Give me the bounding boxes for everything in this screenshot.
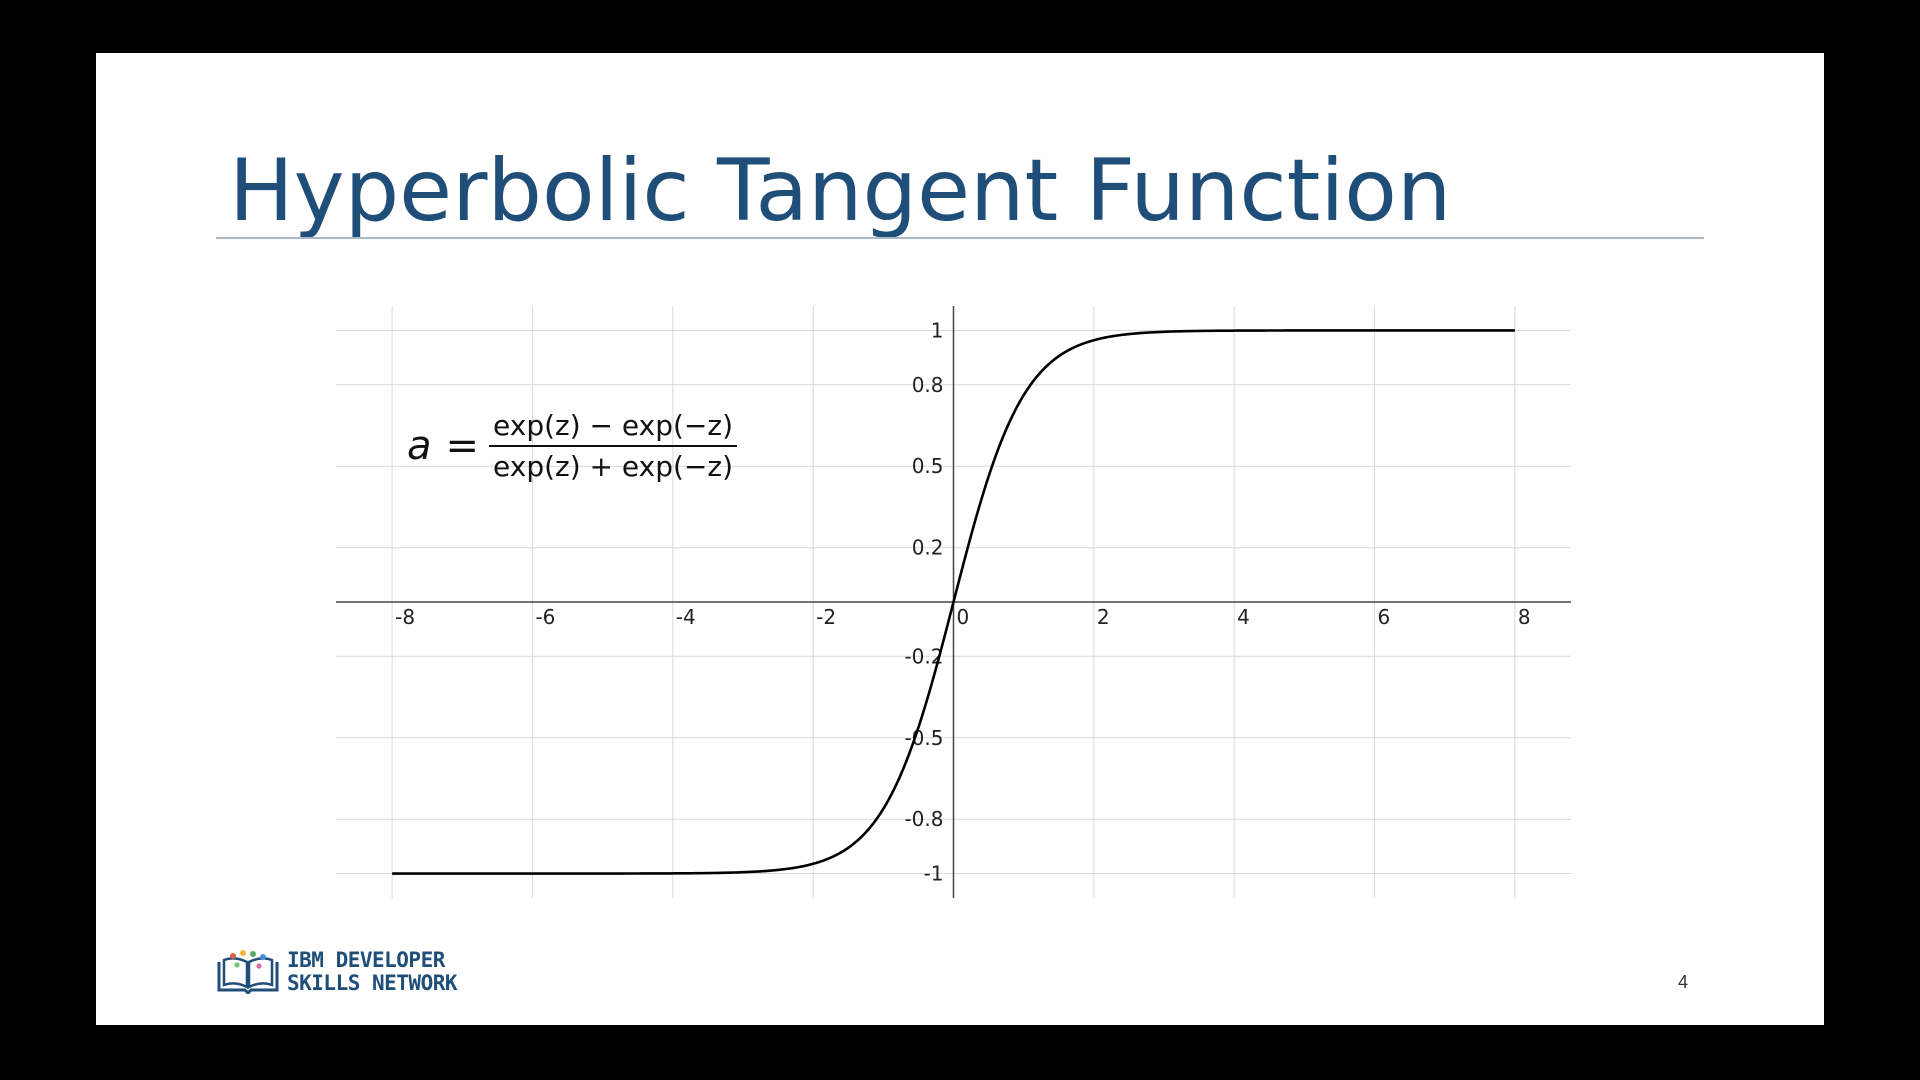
slide: Hyperbolic Tangent Function -8 -6 -4 -2 0 2 4 6…: [96, 53, 1824, 1025]
tick-labels: -8 -6 -4 -2 0 2 4 6 810.80.50.2-0.2-0.5-0.8-1: [395, 318, 1530, 885]
y-tick-label-3: 0.2: [912, 536, 944, 560]
x-tick-label-6: 4: [1237, 605, 1250, 629]
slide-title: Hyperbolic Tangent Function: [229, 141, 1452, 241]
x-tick-label-2: -4: [676, 605, 696, 629]
y-tick-label-5: -0.5: [904, 726, 943, 750]
formula-lhs: a: [407, 423, 432, 469]
formula-equals: =: [445, 423, 480, 469]
x-tick-label-3: -2: [816, 605, 836, 629]
y-tick-label-2: 0.5: [912, 454, 944, 478]
logo-text: IBM DEVELOPER SKILLS NETWORK: [287, 948, 458, 995]
book-network-icon: [217, 950, 279, 994]
tanh-chart: -8 -6 -4 -2 0 2 4 6 810.80.50.2-0.2-0.5-0.8-1: [336, 306, 1571, 898]
page-number: 4: [1678, 972, 1689, 992]
formula-numerator: exp(z) − exp(−z): [489, 409, 737, 447]
x-tick-label-7: 6: [1378, 605, 1391, 629]
y-tick-label-6: -0.8: [904, 807, 943, 831]
tanh-formula: a = exp(z) − exp(−z) exp(z) + exp(−z): [407, 409, 737, 483]
x-tick-label-8: 8: [1518, 605, 1531, 629]
logo-line-1: IBM DEVELOPER: [287, 948, 445, 972]
x-tick-label-0: -8: [395, 605, 415, 629]
y-tick-label-0: 1: [931, 318, 944, 342]
formula-fraction: exp(z) − exp(−z) exp(z) + exp(−z): [489, 409, 737, 483]
y-tick-label-1: 0.8: [912, 373, 944, 397]
tanh-curve: [392, 329, 1515, 875]
x-tick-label-5: 2: [1097, 605, 1110, 629]
formula-denominator: exp(z) + exp(−z): [493, 450, 733, 483]
x-tick-label-4: 0: [957, 605, 970, 629]
ibm-logo: IBM DEVELOPER SKILLS NETWORK: [215, 948, 458, 995]
title-divider: [216, 237, 1704, 239]
logo-line-2: SKILLS NETWORK: [287, 971, 458, 995]
y-tick-label-7: -1: [924, 862, 944, 886]
x-tick-label-1: -6: [535, 605, 555, 629]
